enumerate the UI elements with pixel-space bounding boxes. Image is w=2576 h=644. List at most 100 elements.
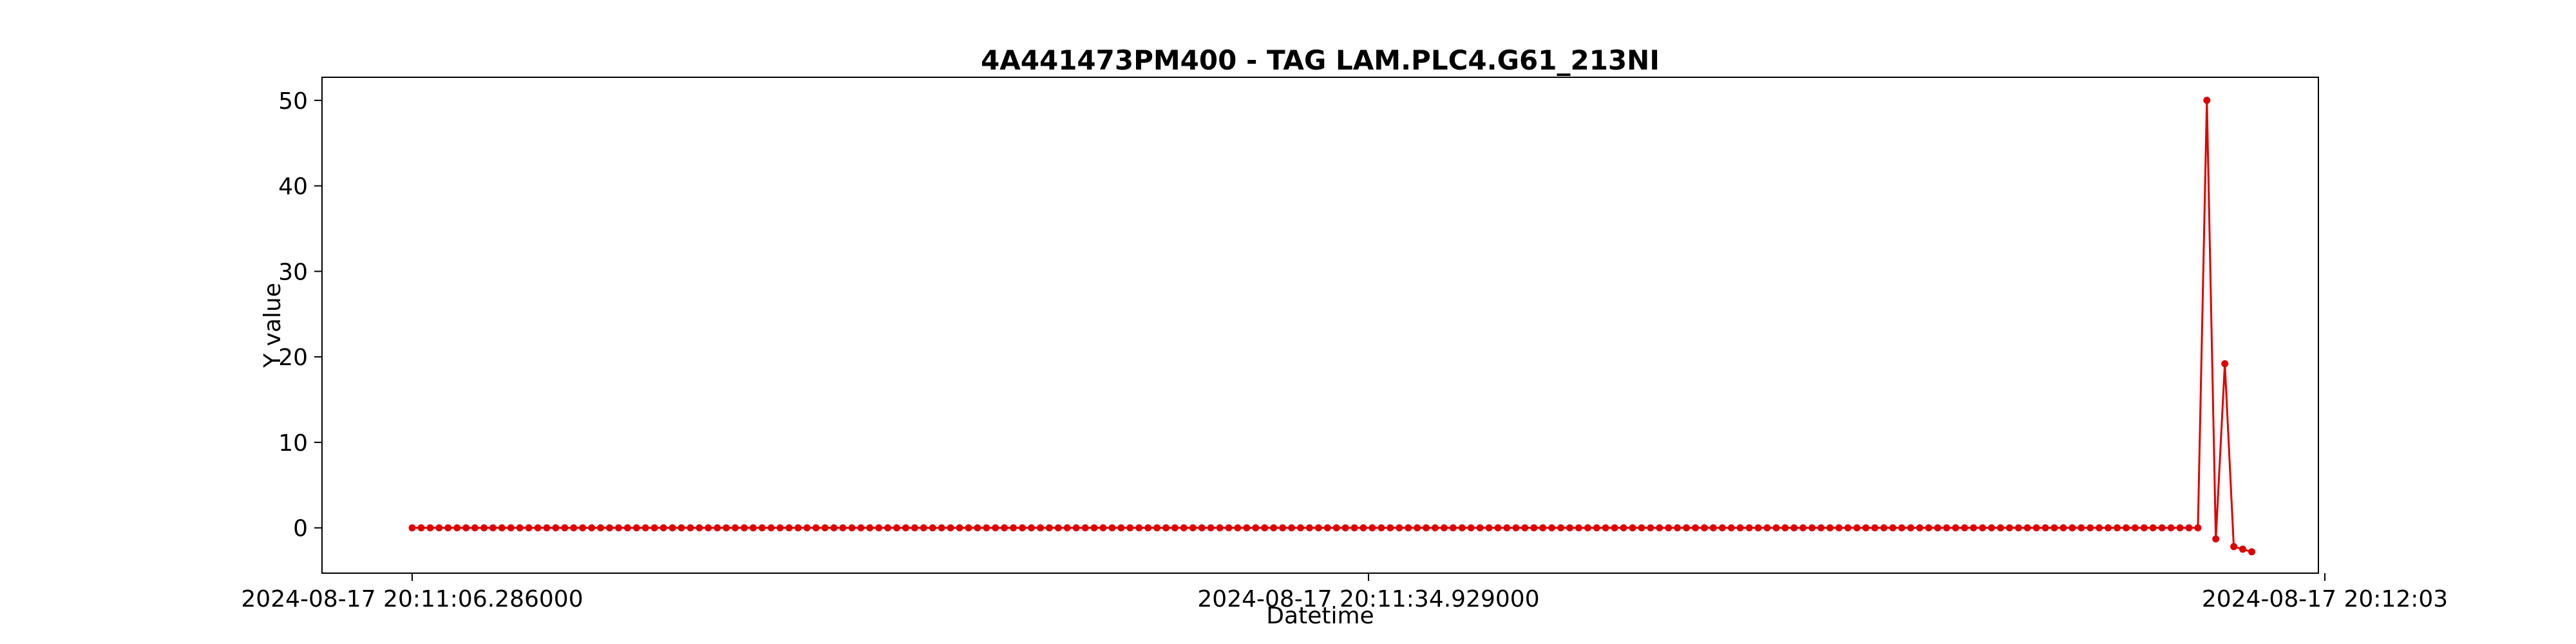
data-point <box>1288 524 1295 532</box>
data-point <box>1907 524 1915 532</box>
y-tick-label: 0 <box>293 516 308 542</box>
data-point <box>1414 524 1421 532</box>
data-point <box>2203 97 2211 104</box>
data-point <box>758 524 766 532</box>
data-point <box>696 524 703 532</box>
data-point <box>803 524 811 532</box>
data-point <box>1817 524 1825 532</box>
chart-title: 4A441473PM400 - TAG LAM.PLC4.G61_213NI <box>981 44 1660 76</box>
data-point <box>767 524 775 532</box>
data-point <box>1144 524 1152 532</box>
data-point <box>1880 524 1888 532</box>
data-point <box>848 524 856 532</box>
data-point <box>866 524 874 532</box>
data-point <box>1539 524 1547 532</box>
data-point <box>714 524 721 532</box>
data-point <box>1332 524 1340 532</box>
data-point <box>1234 524 1242 532</box>
data-point <box>1889 524 1897 532</box>
data-point <box>2221 360 2229 368</box>
data-point <box>1314 524 1322 532</box>
data-point <box>2032 524 2040 532</box>
data-point <box>1961 524 1969 532</box>
data-point <box>516 524 524 532</box>
data-point <box>2105 524 2112 532</box>
data-point <box>480 524 488 532</box>
data-point <box>1261 524 1269 532</box>
data-point <box>1198 524 1206 532</box>
data-point <box>1835 524 1842 532</box>
data-point <box>552 524 560 532</box>
data-point <box>1611 524 1618 532</box>
data-point <box>1405 524 1412 532</box>
data-point <box>2149 524 2157 532</box>
data-point <box>2248 548 2255 556</box>
data-point <box>1494 524 1502 532</box>
y-axis-label: Y value <box>260 283 286 368</box>
data-point <box>893 524 900 532</box>
data-point <box>623 524 631 532</box>
data-point <box>794 524 802 532</box>
data-point <box>1943 524 1951 532</box>
data-point <box>1844 524 1852 532</box>
data-point <box>1503 524 1511 532</box>
data-point <box>992 524 999 532</box>
data-point <box>1548 524 1556 532</box>
data-point <box>687 524 694 532</box>
data-point <box>1072 524 1080 532</box>
data-point <box>2114 524 2121 532</box>
plot-area-frame <box>321 77 2319 574</box>
data-point <box>1019 524 1026 532</box>
data-point <box>1736 524 1744 532</box>
data-point <box>1108 524 1116 532</box>
data-point <box>1656 524 1663 532</box>
data-point <box>1772 524 1780 532</box>
data-point <box>650 524 658 532</box>
data-point <box>641 524 649 532</box>
data-point <box>911 524 918 532</box>
data-point <box>920 524 927 532</box>
data-point <box>659 524 667 532</box>
data-point <box>525 524 533 532</box>
data-point <box>875 524 883 532</box>
data-point <box>1297 524 1304 532</box>
data-point <box>2087 524 2094 532</box>
data-point <box>1934 524 1942 532</box>
data-point <box>426 524 434 532</box>
data-point <box>1207 524 1215 532</box>
data-point <box>1790 524 1798 532</box>
data-point <box>2041 524 2049 532</box>
data-point <box>2131 524 2139 532</box>
data-point <box>570 524 578 532</box>
data-point <box>2140 524 2148 532</box>
data-point <box>1629 524 1636 532</box>
data-point <box>1449 524 1457 532</box>
data-point <box>857 524 865 532</box>
data-point <box>498 524 506 532</box>
y-tick-label: 30 <box>278 259 308 285</box>
data-point <box>1350 524 1358 532</box>
data-point <box>1970 524 1977 532</box>
data-point <box>1692 524 1700 532</box>
data-point <box>1575 524 1582 532</box>
data-point <box>741 524 748 532</box>
data-point <box>983 524 990 532</box>
data-point <box>2023 524 2031 532</box>
data-point <box>1916 524 1924 532</box>
data-point <box>1054 524 1062 532</box>
data-point <box>668 524 676 532</box>
data-point <box>2005 524 2013 532</box>
data-point <box>1557 524 1565 532</box>
data-point <box>1593 524 1600 532</box>
data-point <box>2096 524 2103 532</box>
data-point <box>444 524 452 532</box>
data-point <box>561 524 569 532</box>
data-point <box>2185 524 2193 532</box>
data-point <box>615 524 622 532</box>
x-tick-label: 2024-08-17 20:11:34.929000 <box>1197 586 1539 612</box>
data-point <box>705 524 712 532</box>
data-point <box>1458 524 1466 532</box>
data-point <box>543 524 551 532</box>
data-point <box>1871 524 1879 532</box>
data-point <box>1763 524 1771 532</box>
